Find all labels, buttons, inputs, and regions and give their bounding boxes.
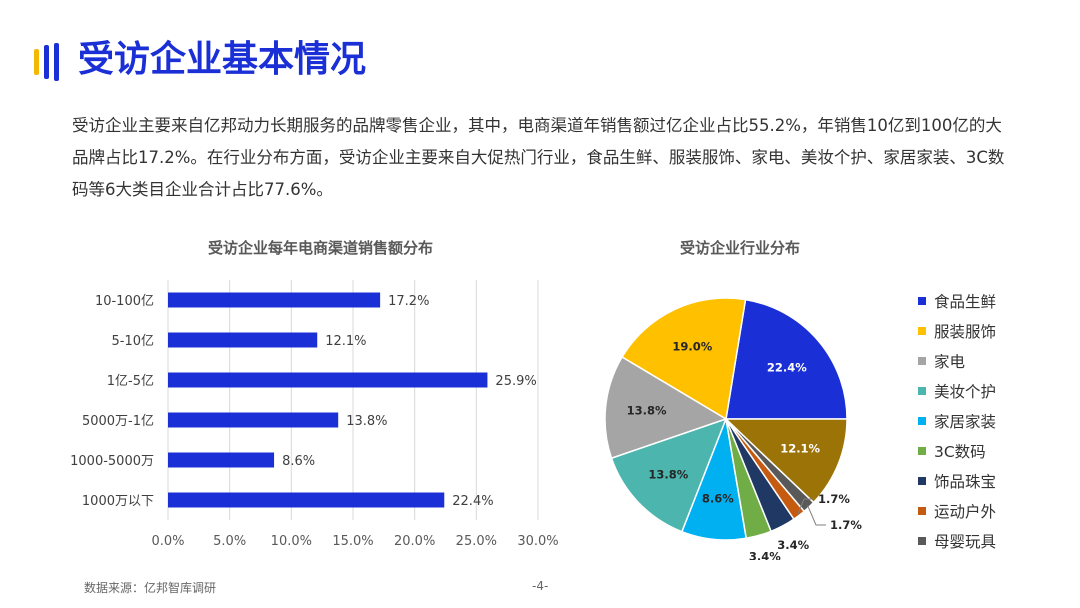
bar bbox=[168, 332, 318, 348]
bar-value-label: 22.4% bbox=[452, 494, 493, 509]
legend-label: 家居家装 bbox=[934, 413, 997, 431]
bar-value-label: 25.9% bbox=[495, 374, 536, 389]
page-number: -4- bbox=[532, 579, 549, 593]
legend-swatch bbox=[918, 447, 926, 455]
legend-swatch bbox=[918, 327, 926, 335]
legend-label: 家电 bbox=[934, 353, 966, 371]
x-tick-label: 25.0% bbox=[456, 534, 497, 549]
legend-swatch bbox=[918, 357, 926, 365]
legend-label: 食品生鲜 bbox=[934, 293, 997, 311]
pie-slice bbox=[610, 417, 728, 533]
legend-entry: 服装服饰 bbox=[918, 316, 996, 346]
bar-value-label: 17.2% bbox=[388, 294, 429, 309]
y-category-label: 5000万-1亿 bbox=[82, 414, 154, 429]
y-category-label: 5-10亿 bbox=[111, 334, 154, 349]
pie-leader-line bbox=[797, 498, 814, 514]
legend-entry: 美妆个护 bbox=[918, 376, 996, 406]
intro-paragraph: 受访企业主要来自亿邦动力长期服务的品牌零售企业，其中，电商渠道年销售额过亿企业占… bbox=[72, 116, 1005, 199]
pie-value-label: 22.4% bbox=[767, 360, 807, 374]
pie-value-label: 13.8% bbox=[627, 404, 667, 418]
pie-legend: 食品生鲜服装服饰家电美妆个护家居家装 3C数码饰品珠宝运动户外母婴玩具 bbox=[918, 286, 996, 556]
legend-swatch bbox=[918, 297, 926, 305]
x-tick-label: 5.0% bbox=[213, 534, 246, 549]
pie-value-label: 3.4% bbox=[777, 538, 809, 552]
x-tick-label: 15.0% bbox=[332, 534, 373, 549]
pie-value-label: 3.4% bbox=[749, 550, 781, 560]
title-accent-bar-blue-2 bbox=[54, 43, 59, 81]
bar bbox=[168, 452, 275, 468]
y-category-label: 1000-5000万 bbox=[70, 454, 154, 469]
x-tick-label: 30.0% bbox=[517, 534, 558, 549]
legend-entry: 运动户外 bbox=[918, 496, 996, 526]
bar bbox=[168, 412, 339, 428]
pie-value-label: 13.8% bbox=[648, 467, 688, 481]
y-category-label: 1000万以下 bbox=[82, 494, 154, 509]
legend-swatch bbox=[918, 537, 926, 545]
data-source: 数据来源：亿邦智库调研 bbox=[84, 581, 217, 595]
legend-swatch bbox=[918, 387, 926, 395]
y-category-label: 1亿-5亿 bbox=[107, 374, 154, 389]
legend-swatch bbox=[918, 477, 926, 485]
bar-value-label: 8.6% bbox=[282, 454, 315, 469]
legend-label: 服装服饰 bbox=[934, 323, 997, 341]
x-tick-label: 10.0% bbox=[271, 534, 312, 549]
legend-entry: 3C数码 bbox=[918, 436, 996, 466]
bar-chart: 0.0% 5.0% 10.0% 15.0% 20.0% 25.0% 30.0% 10-100亿… bbox=[70, 280, 559, 549]
legend-swatch bbox=[918, 507, 926, 515]
title-accent-bar-blue-1 bbox=[44, 45, 49, 79]
legend-label: 母婴玩具 bbox=[934, 533, 997, 551]
title-accent-bar-yellow bbox=[34, 49, 39, 75]
pie-slice bbox=[621, 297, 747, 421]
pie-slice bbox=[604, 355, 728, 460]
bar bbox=[168, 492, 445, 508]
bar-value-label: 12.1% bbox=[325, 334, 366, 349]
bar-value-label: 13.8% bbox=[346, 414, 387, 429]
pie-leader-line bbox=[807, 505, 826, 526]
legend-label: 美妆个护 bbox=[934, 383, 997, 401]
legend-entry: 食品生鲜 bbox=[918, 286, 996, 316]
legend-label: 运动户外 bbox=[934, 503, 997, 521]
page-title: 受访企业基本情况 bbox=[78, 39, 367, 80]
pie-chart: 22.4% 19.0% 13.8% 13.8% 8.6% 3.4%3.4% 1.7% 1.7%… bbox=[604, 297, 862, 560]
legend-entry: 母婴玩具 bbox=[918, 526, 996, 556]
pie-value-label: 1.7% bbox=[818, 492, 850, 506]
pie-chart-title: 受访企业行业分布 bbox=[680, 239, 801, 257]
y-category-label: 10-100亿 bbox=[95, 294, 154, 309]
bar bbox=[168, 372, 488, 388]
legend-entry: 家居家装 bbox=[918, 406, 996, 436]
pie-slice bbox=[725, 298, 848, 420]
legend-entry: 家电 bbox=[918, 346, 996, 376]
x-tick-label: 0.0% bbox=[151, 534, 184, 549]
x-tick-label: 20.0% bbox=[394, 534, 435, 549]
pie-slice bbox=[724, 418, 848, 504]
pie-value-label: 1.7% bbox=[830, 518, 862, 532]
legend-label: 饰品珠宝 bbox=[934, 473, 997, 491]
pie-value-label: 8.6% bbox=[702, 491, 734, 505]
pie-value-label: 12.1% bbox=[780, 442, 820, 456]
pie-value-label: 19.0% bbox=[672, 340, 712, 354]
legend-label: 3C数码 bbox=[934, 443, 986, 461]
legend-swatch bbox=[918, 417, 926, 425]
bar bbox=[168, 292, 381, 308]
bar-chart-title: 受访企业每年电商渠道销售额分布 bbox=[208, 239, 434, 257]
legend-entry: 饰品珠宝 bbox=[918, 466, 996, 496]
